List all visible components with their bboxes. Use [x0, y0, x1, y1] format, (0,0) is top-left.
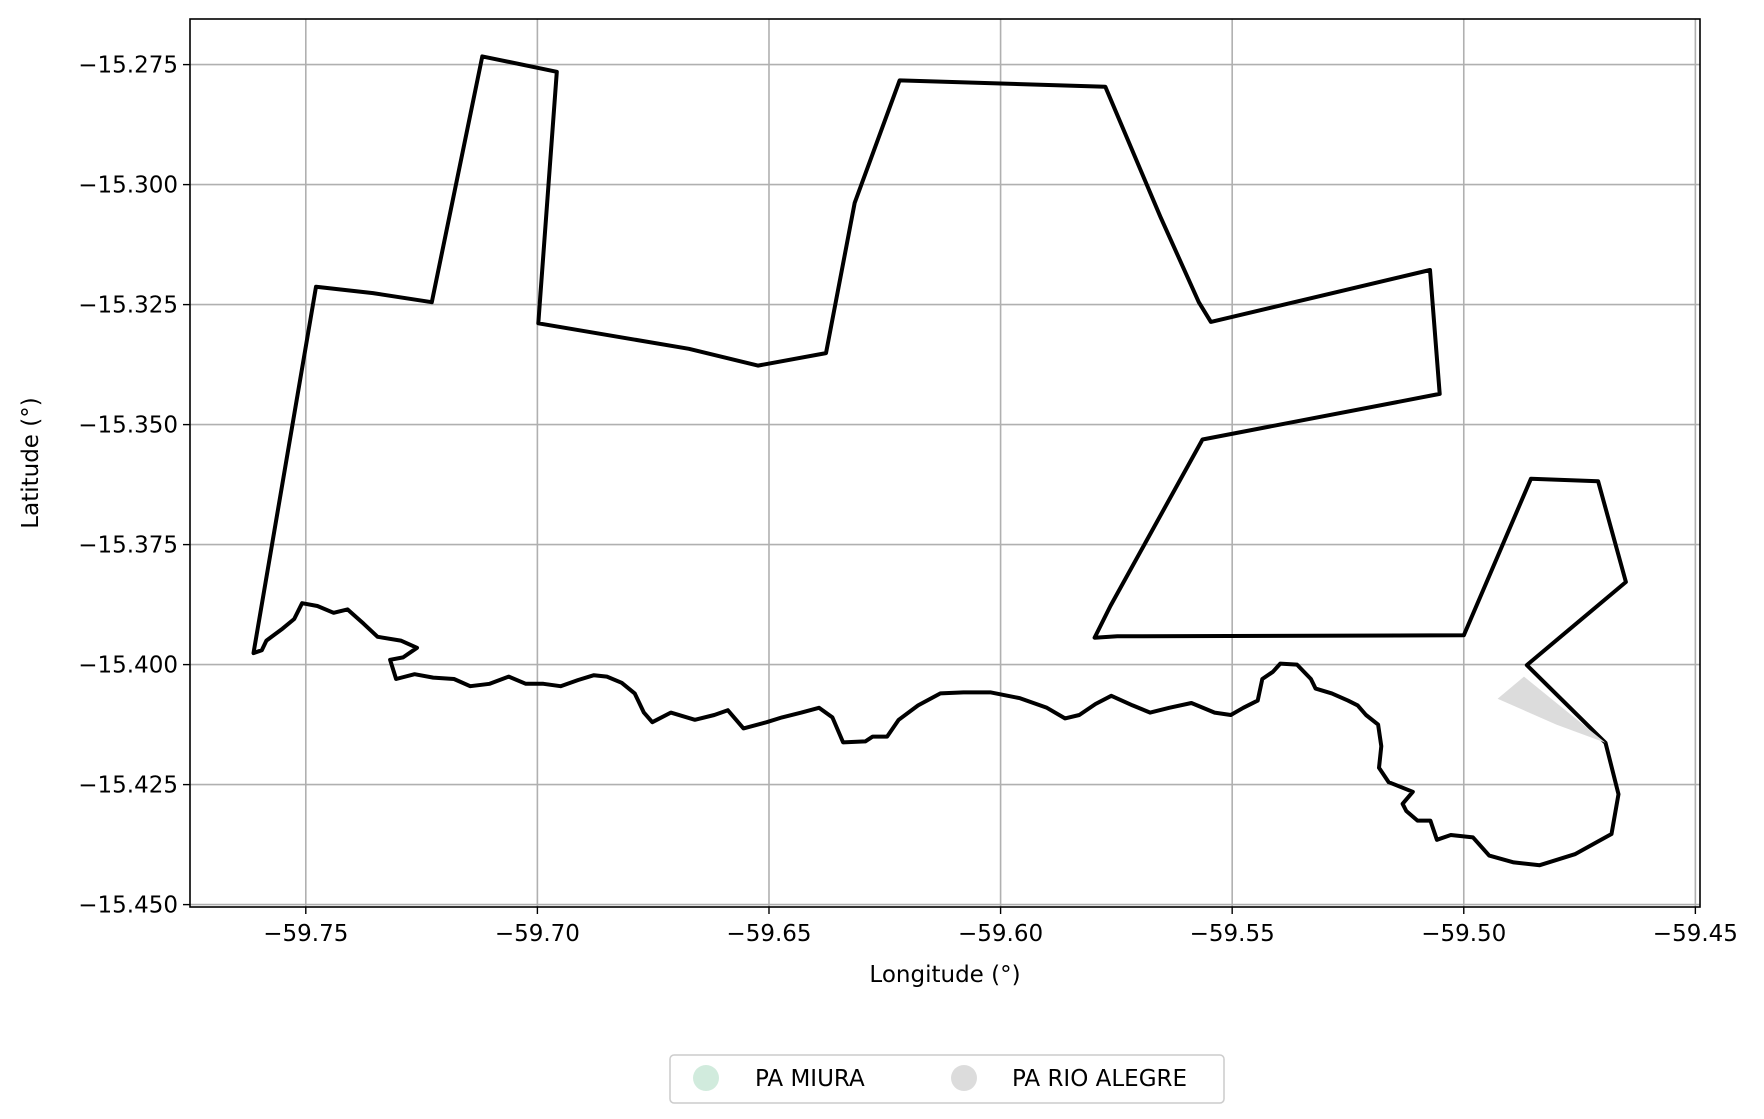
y-tick-label: −15.450: [78, 893, 178, 919]
x-tick-label: −59.55: [1190, 921, 1275, 947]
x-tick-label: −59.65: [726, 921, 811, 947]
x-tick-label: −59.70: [495, 921, 580, 947]
y-tick-label: −15.350: [78, 413, 178, 439]
y-tick-label: −15.275: [78, 53, 178, 79]
x-tick-label: −59.45: [1653, 921, 1738, 947]
polygon-pa-miura: [251, 54, 1628, 868]
grid-lines: [190, 19, 1700, 907]
x-tick-label: −59.75: [263, 921, 348, 947]
legend-marker-pa-miura: [693, 1065, 719, 1091]
x-tick-label: −59.50: [1421, 921, 1506, 947]
y-tick-label: −15.425: [78, 773, 178, 799]
legend: PA MIURA PA RIO ALEGRE: [669, 1054, 1225, 1104]
legend-frame: [669, 1054, 1225, 1104]
legend-marker-pa-rio-alegre: [951, 1065, 977, 1091]
plot-area-frame: [189, 18, 1701, 908]
x-tick-label: −59.60: [958, 921, 1043, 947]
polygon-layer: [251, 54, 1628, 868]
y-tick-label: −15.300: [78, 173, 178, 199]
y-axis-label: Latitude (°): [18, 397, 44, 528]
legend-label-pa-rio-alegre: PA RIO ALEGRE: [1012, 1066, 1187, 1092]
legend-label-pa-miura: PA MIURA: [755, 1066, 865, 1092]
y-tick-label: −15.375: [78, 533, 178, 559]
y-tick-label: −15.325: [78, 293, 178, 319]
y-tick-label: −15.400: [78, 653, 178, 679]
axis-ticks: −59.75 −59.70 −59.65 −59.60 −59.55 −59.50 −59.…: [78, 53, 1738, 947]
x-axis-label: Longitude (°): [869, 962, 1020, 988]
polygon-pa-rio-alegre: [1497, 676, 1606, 743]
